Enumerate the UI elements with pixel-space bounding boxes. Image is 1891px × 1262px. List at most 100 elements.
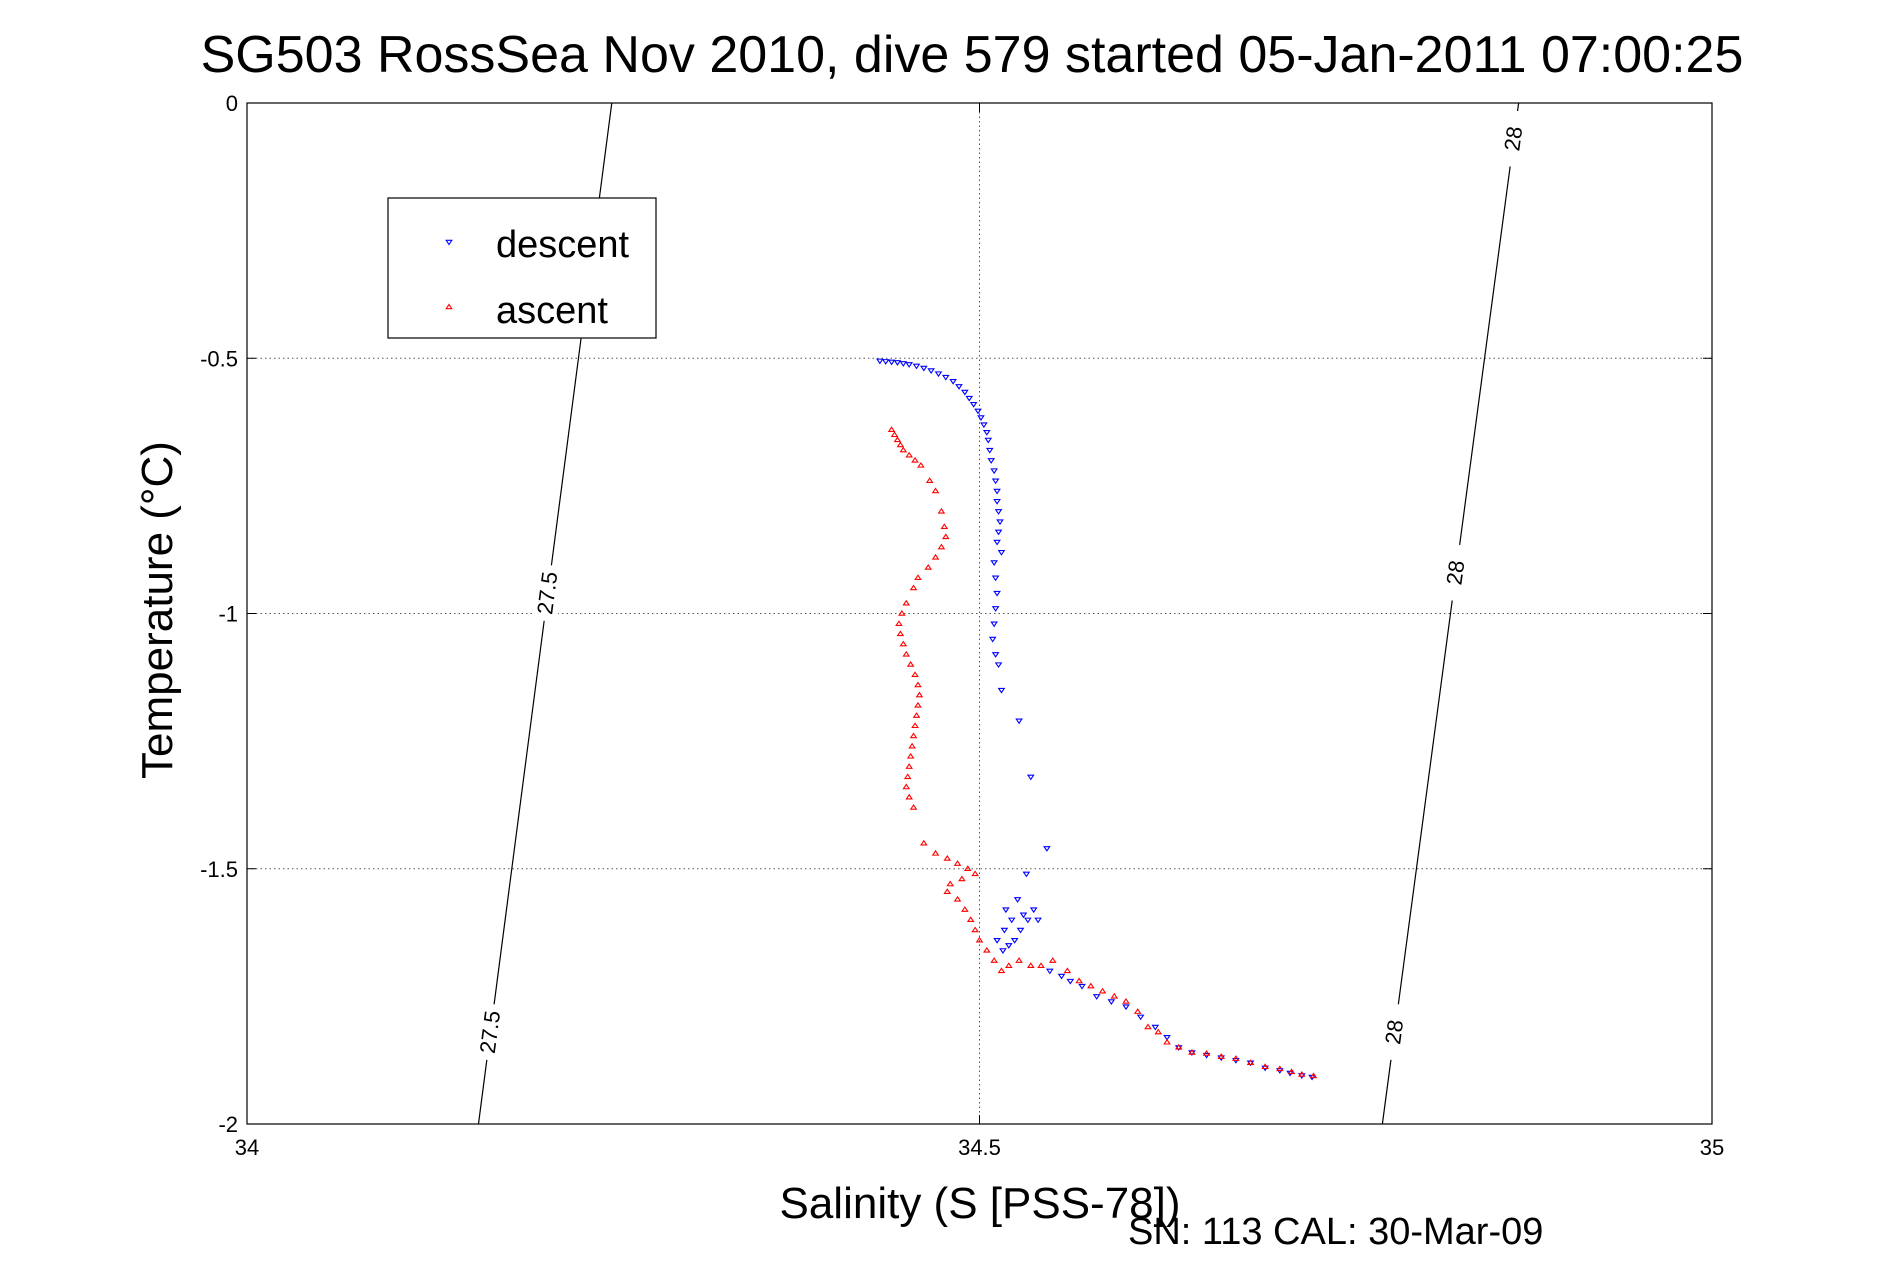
descent-point — [1034, 917, 1042, 924]
descent-point — [961, 389, 969, 396]
ascent-point — [966, 916, 975, 923]
descent-point — [1136, 1014, 1145, 1021]
ascent-point — [902, 650, 911, 657]
descent-point — [994, 529, 1003, 536]
ascent-point — [1261, 1063, 1270, 1070]
descent-point — [1092, 994, 1101, 1000]
ascent-point — [961, 906, 969, 912]
descent-point — [993, 539, 1001, 546]
contour-label-background — [473, 1002, 507, 1062]
ascent-point — [912, 712, 921, 718]
descent-point — [876, 358, 884, 365]
ascent-point — [1037, 962, 1045, 968]
ascent-point — [943, 888, 952, 894]
descent-point — [1078, 983, 1086, 990]
ascent-point — [1048, 957, 1057, 963]
descent-point — [893, 360, 902, 366]
legend-marker-descent-shape — [445, 239, 453, 246]
ascent-point — [982, 946, 991, 953]
contour-label: 28 — [1499, 125, 1527, 153]
descent-point — [905, 362, 914, 368]
descent-point — [1007, 917, 1016, 924]
descent-point — [899, 361, 908, 367]
ascent-point — [925, 477, 934, 484]
contour-label: 28 — [1380, 1018, 1408, 1046]
ascent-point — [1087, 982, 1095, 989]
ascent-point — [953, 860, 962, 866]
descent-point — [997, 550, 1006, 556]
ascent-point — [920, 839, 928, 846]
descent-point — [985, 447, 994, 454]
descent-point — [1010, 937, 1019, 944]
x-tick-label: 34 — [235, 1135, 259, 1160]
ascent-point — [937, 543, 946, 550]
ascent-point — [917, 461, 925, 468]
descent-point — [965, 395, 974, 402]
descent-point — [1122, 1004, 1130, 1011]
descent-point — [1002, 907, 1010, 914]
ascent-point — [902, 783, 911, 790]
legend-box — [387, 197, 657, 339]
ascent-point — [971, 926, 979, 933]
ascent-point — [899, 640, 908, 647]
descent-point — [1022, 871, 1031, 878]
descent-point — [999, 948, 1007, 954]
ascent-point — [1246, 1059, 1255, 1065]
ascent-point — [911, 722, 919, 729]
contour-label-background — [531, 563, 565, 623]
ascent-point — [911, 671, 919, 677]
descent-point — [991, 575, 1000, 582]
descent-point — [1107, 999, 1116, 1005]
ascent-point — [963, 865, 972, 871]
descent-point — [1000, 927, 1009, 934]
ascent-point — [1015, 957, 1023, 963]
x-tick-label: 35 — [1700, 1135, 1724, 1160]
descent-point — [881, 359, 890, 365]
descent-point — [977, 415, 985, 421]
ascent-point — [1144, 1023, 1152, 1030]
grid — [247, 103, 1712, 1124]
descent-point — [993, 937, 1001, 944]
x-axis-label: Salinity (S [PSS-78]) — [779, 1179, 1180, 1228]
descent-point — [1019, 912, 1028, 919]
descent-point — [949, 378, 957, 385]
descent-point — [1057, 973, 1066, 980]
descent-point — [991, 606, 1000, 612]
ascent-point — [1026, 962, 1035, 968]
serial-calibration-note: SN: 113 CAL: 30-Mar-09 — [1128, 1211, 1543, 1253]
contour-label: 28 — [1441, 559, 1469, 587]
ascent-point — [924, 564, 933, 570]
ascent-point — [903, 773, 912, 780]
descent-point — [987, 458, 996, 464]
x-tick-label: 34.5 — [958, 1135, 1001, 1160]
descent-point — [1015, 718, 1023, 725]
ascent-point — [914, 701, 922, 708]
ascent-point — [914, 681, 922, 688]
descent-point — [955, 384, 963, 390]
descent-point — [982, 430, 991, 436]
ascent-point — [1110, 992, 1119, 999]
chart-title: SG503 RossSea Nov 2010, dive 579 started… — [201, 26, 1744, 84]
descent-point — [1004, 943, 1013, 949]
ascent-point — [946, 880, 955, 887]
descent-point — [994, 509, 1003, 515]
ascent-point — [906, 661, 915, 667]
ascent-point — [895, 620, 903, 626]
ascent-point — [1075, 977, 1083, 984]
y-tick-label: -0.5 — [200, 346, 238, 371]
ascent-point — [905, 793, 914, 800]
ascent-point — [1154, 1028, 1163, 1035]
ascent-point — [906, 752, 915, 759]
ascent-point — [931, 849, 940, 856]
ascent-point — [896, 441, 905, 448]
legend: descent ascent — [387, 197, 657, 339]
descent-point — [991, 652, 1000, 658]
descent-point — [990, 468, 998, 475]
descent-point — [934, 371, 943, 378]
y-tick-label: 0 — [226, 91, 238, 116]
legend-marker-ascent-shape — [445, 303, 453, 310]
ascent-point — [1122, 997, 1130, 1004]
ascent-point — [1297, 1070, 1306, 1077]
descent-point — [1029, 907, 1038, 914]
